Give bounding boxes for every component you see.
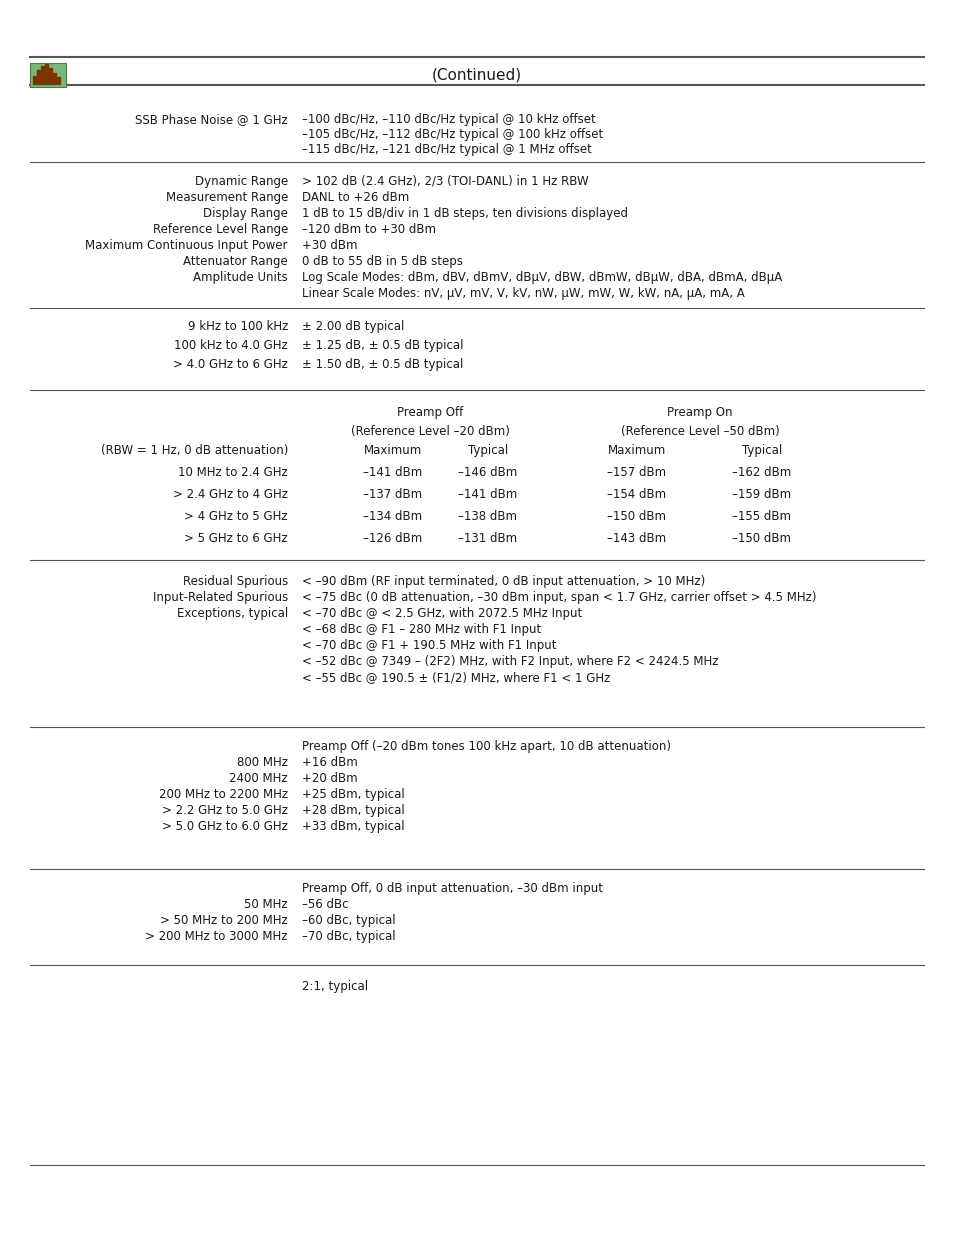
Text: Dynamic Range: Dynamic Range: [194, 175, 288, 188]
Text: Maximum: Maximum: [363, 445, 421, 457]
Text: +25 dBm, typical: +25 dBm, typical: [302, 788, 404, 802]
Text: –143 dBm: –143 dBm: [607, 532, 666, 545]
Text: –100 dBc/Hz, –110 dBc/Hz typical @ 10 kHz offset: –100 dBc/Hz, –110 dBc/Hz typical @ 10 kH…: [302, 112, 595, 126]
Text: > 4.0 GHz to 6 GHz: > 4.0 GHz to 6 GHz: [172, 358, 288, 370]
Text: Attenuator Range: Attenuator Range: [183, 254, 288, 268]
Text: –157 dBm: –157 dBm: [607, 466, 666, 479]
Text: –131 dBm: –131 dBm: [458, 532, 517, 545]
Bar: [49, 68, 52, 84]
Text: –60 dBc, typical: –60 dBc, typical: [302, 914, 395, 927]
Text: Exceptions, typical: Exceptions, typical: [176, 606, 288, 620]
Text: +28 dBm, typical: +28 dBm, typical: [302, 804, 404, 818]
Text: Preamp Off: Preamp Off: [396, 406, 462, 419]
Text: Maximum Continuous Input Power: Maximum Continuous Input Power: [86, 240, 288, 252]
Text: –115 dBc/Hz, –121 dBc/Hz typical @ 1 MHz offset: –115 dBc/Hz, –121 dBc/Hz typical @ 1 MHz…: [302, 143, 591, 156]
Text: Amplitude Units: Amplitude Units: [193, 270, 288, 284]
Text: –126 dBm: –126 dBm: [363, 532, 422, 545]
Text: Linear Scale Modes: nV, μV, mV, V, kV, nW, μW, mW, W, kW, nA, μA, mA, A: Linear Scale Modes: nV, μV, mV, V, kV, n…: [302, 287, 744, 300]
Text: Log Scale Modes: dBm, dBV, dBmV, dBμV, dBW, dBmW, dBμW, dBA, dBmA, dBμA: Log Scale Modes: dBm, dBV, dBmV, dBμV, d…: [302, 270, 781, 284]
Text: –141 dBm: –141 dBm: [457, 488, 517, 501]
Text: –146 dBm: –146 dBm: [457, 466, 517, 479]
Text: –105 dBc/Hz, –112 dBc/Hz typical @ 100 kHz offset: –105 dBc/Hz, –112 dBc/Hz typical @ 100 k…: [302, 128, 602, 141]
Text: –162 dBm: –162 dBm: [732, 466, 791, 479]
Bar: [37, 70, 40, 84]
Text: Preamp Off (–20 dBm tones 100 kHz apart, 10 dB attenuation): Preamp Off (–20 dBm tones 100 kHz apart,…: [302, 740, 670, 753]
Text: +16 dBm: +16 dBm: [302, 756, 357, 769]
Text: +33 dBm, typical: +33 dBm, typical: [302, 820, 404, 832]
Text: +30 dBm: +30 dBm: [302, 240, 357, 252]
Text: Typical: Typical: [741, 445, 781, 457]
Text: 100 kHz to 4.0 GHz: 100 kHz to 4.0 GHz: [174, 338, 288, 352]
Bar: [33, 77, 36, 84]
Text: 10 MHz to 2.4 GHz: 10 MHz to 2.4 GHz: [178, 466, 288, 479]
Text: –138 dBm: –138 dBm: [458, 510, 517, 522]
Text: > 5 GHz to 6 GHz: > 5 GHz to 6 GHz: [184, 532, 288, 545]
Text: –154 dBm: –154 dBm: [607, 488, 666, 501]
Text: –137 dBm: –137 dBm: [363, 488, 422, 501]
Text: < –70 dBc @ F1 + 190.5 MHz with F1 Input: < –70 dBc @ F1 + 190.5 MHz with F1 Input: [302, 638, 556, 652]
Text: > 5.0 GHz to 6.0 GHz: > 5.0 GHz to 6.0 GHz: [162, 820, 288, 832]
Text: Input-Related Spurious: Input-Related Spurious: [152, 592, 288, 604]
Text: < –75 dBc (0 dB attenuation, –30 dBm input, span < 1.7 GHz, carrier offset > 4.5: < –75 dBc (0 dB attenuation, –30 dBm inp…: [302, 592, 816, 604]
Text: –141 dBm: –141 dBm: [363, 466, 422, 479]
Text: (Reference Level –50 dBm): (Reference Level –50 dBm): [620, 425, 779, 438]
Text: Display Range: Display Range: [203, 207, 288, 220]
Text: –70 dBc, typical: –70 dBc, typical: [302, 930, 395, 944]
Text: –159 dBm: –159 dBm: [732, 488, 791, 501]
Text: < –55 dBc @ 190.5 ± (F1/2) MHz, where F1 < 1 GHz: < –55 dBc @ 190.5 ± (F1/2) MHz, where F1…: [302, 671, 610, 684]
FancyBboxPatch shape: [30, 63, 66, 86]
Text: < –52 dBc @ 7349 – (2F2) MHz, with F2 Input, where F2 < 2424.5 MHz: < –52 dBc @ 7349 – (2F2) MHz, with F2 In…: [302, 655, 718, 668]
Text: > 200 MHz to 3000 MHz: > 200 MHz to 3000 MHz: [146, 930, 288, 944]
Text: 1 dB to 15 dB/div in 1 dB steps, ten divisions displayed: 1 dB to 15 dB/div in 1 dB steps, ten div…: [302, 207, 627, 220]
Text: –155 dBm: –155 dBm: [732, 510, 791, 522]
Text: 800 MHz: 800 MHz: [236, 756, 288, 769]
Text: –56 dBc: –56 dBc: [302, 898, 348, 911]
Text: DANL to +26 dBm: DANL to +26 dBm: [302, 191, 409, 204]
Text: 200 MHz to 2200 MHz: 200 MHz to 2200 MHz: [159, 788, 288, 802]
Bar: [41, 65, 44, 84]
Text: (Reference Level –20 dBm): (Reference Level –20 dBm): [350, 425, 509, 438]
Text: > 2.2 GHz to 5.0 GHz: > 2.2 GHz to 5.0 GHz: [162, 804, 288, 818]
Text: Residual Spurious: Residual Spurious: [183, 576, 288, 588]
Text: (RBW = 1 Hz, 0 dB attenuation): (RBW = 1 Hz, 0 dB attenuation): [100, 445, 288, 457]
Text: –150 dBm: –150 dBm: [607, 510, 666, 522]
Text: –134 dBm: –134 dBm: [363, 510, 422, 522]
Bar: [57, 77, 60, 84]
Bar: [53, 73, 56, 84]
Text: Preamp Off, 0 dB input attenuation, –30 dBm input: Preamp Off, 0 dB input attenuation, –30 …: [302, 882, 602, 895]
Text: < –90 dBm (RF input terminated, 0 dB input attenuation, > 10 MHz): < –90 dBm (RF input terminated, 0 dB inp…: [302, 576, 704, 588]
Text: 50 MHz: 50 MHz: [244, 898, 288, 911]
Text: > 2.4 GHz to 4 GHz: > 2.4 GHz to 4 GHz: [172, 488, 288, 501]
Text: Measurement Range: Measurement Range: [166, 191, 288, 204]
Text: < –70 dBc @ < 2.5 GHz, with 2072.5 MHz Input: < –70 dBc @ < 2.5 GHz, with 2072.5 MHz I…: [302, 606, 581, 620]
Text: > 102 dB (2.4 GHz), 2/3 (TOI-DANL) in 1 Hz RBW: > 102 dB (2.4 GHz), 2/3 (TOI-DANL) in 1 …: [302, 175, 588, 188]
Text: –150 dBm: –150 dBm: [732, 532, 791, 545]
Text: Reference Level Range: Reference Level Range: [152, 224, 288, 236]
Text: ± 2.00 dB typical: ± 2.00 dB typical: [302, 320, 404, 333]
Text: 2400 MHz: 2400 MHz: [229, 772, 288, 785]
Text: 0 dB to 55 dB in 5 dB steps: 0 dB to 55 dB in 5 dB steps: [302, 254, 462, 268]
Text: SSB Phase Noise @ 1 GHz: SSB Phase Noise @ 1 GHz: [135, 112, 288, 126]
Text: ± 1.50 dB, ± 0.5 dB typical: ± 1.50 dB, ± 0.5 dB typical: [302, 358, 463, 370]
Text: Maximum: Maximum: [607, 445, 665, 457]
Text: ± 1.25 dB, ± 0.5 dB typical: ± 1.25 dB, ± 0.5 dB typical: [302, 338, 463, 352]
Text: > 4 GHz to 5 GHz: > 4 GHz to 5 GHz: [184, 510, 288, 522]
Text: +20 dBm: +20 dBm: [302, 772, 357, 785]
Text: (Continued): (Continued): [432, 67, 521, 82]
Text: Typical: Typical: [467, 445, 508, 457]
Text: > 50 MHz to 200 MHz: > 50 MHz to 200 MHz: [160, 914, 288, 927]
Text: 9 kHz to 100 kHz: 9 kHz to 100 kHz: [188, 320, 288, 333]
Text: 2:1, typical: 2:1, typical: [302, 981, 368, 993]
Text: Preamp On: Preamp On: [666, 406, 732, 419]
Text: –120 dBm to +30 dBm: –120 dBm to +30 dBm: [302, 224, 436, 236]
Bar: [45, 64, 48, 84]
Text: < –68 dBc @ F1 – 280 MHz with F1 Input: < –68 dBc @ F1 – 280 MHz with F1 Input: [302, 622, 540, 636]
